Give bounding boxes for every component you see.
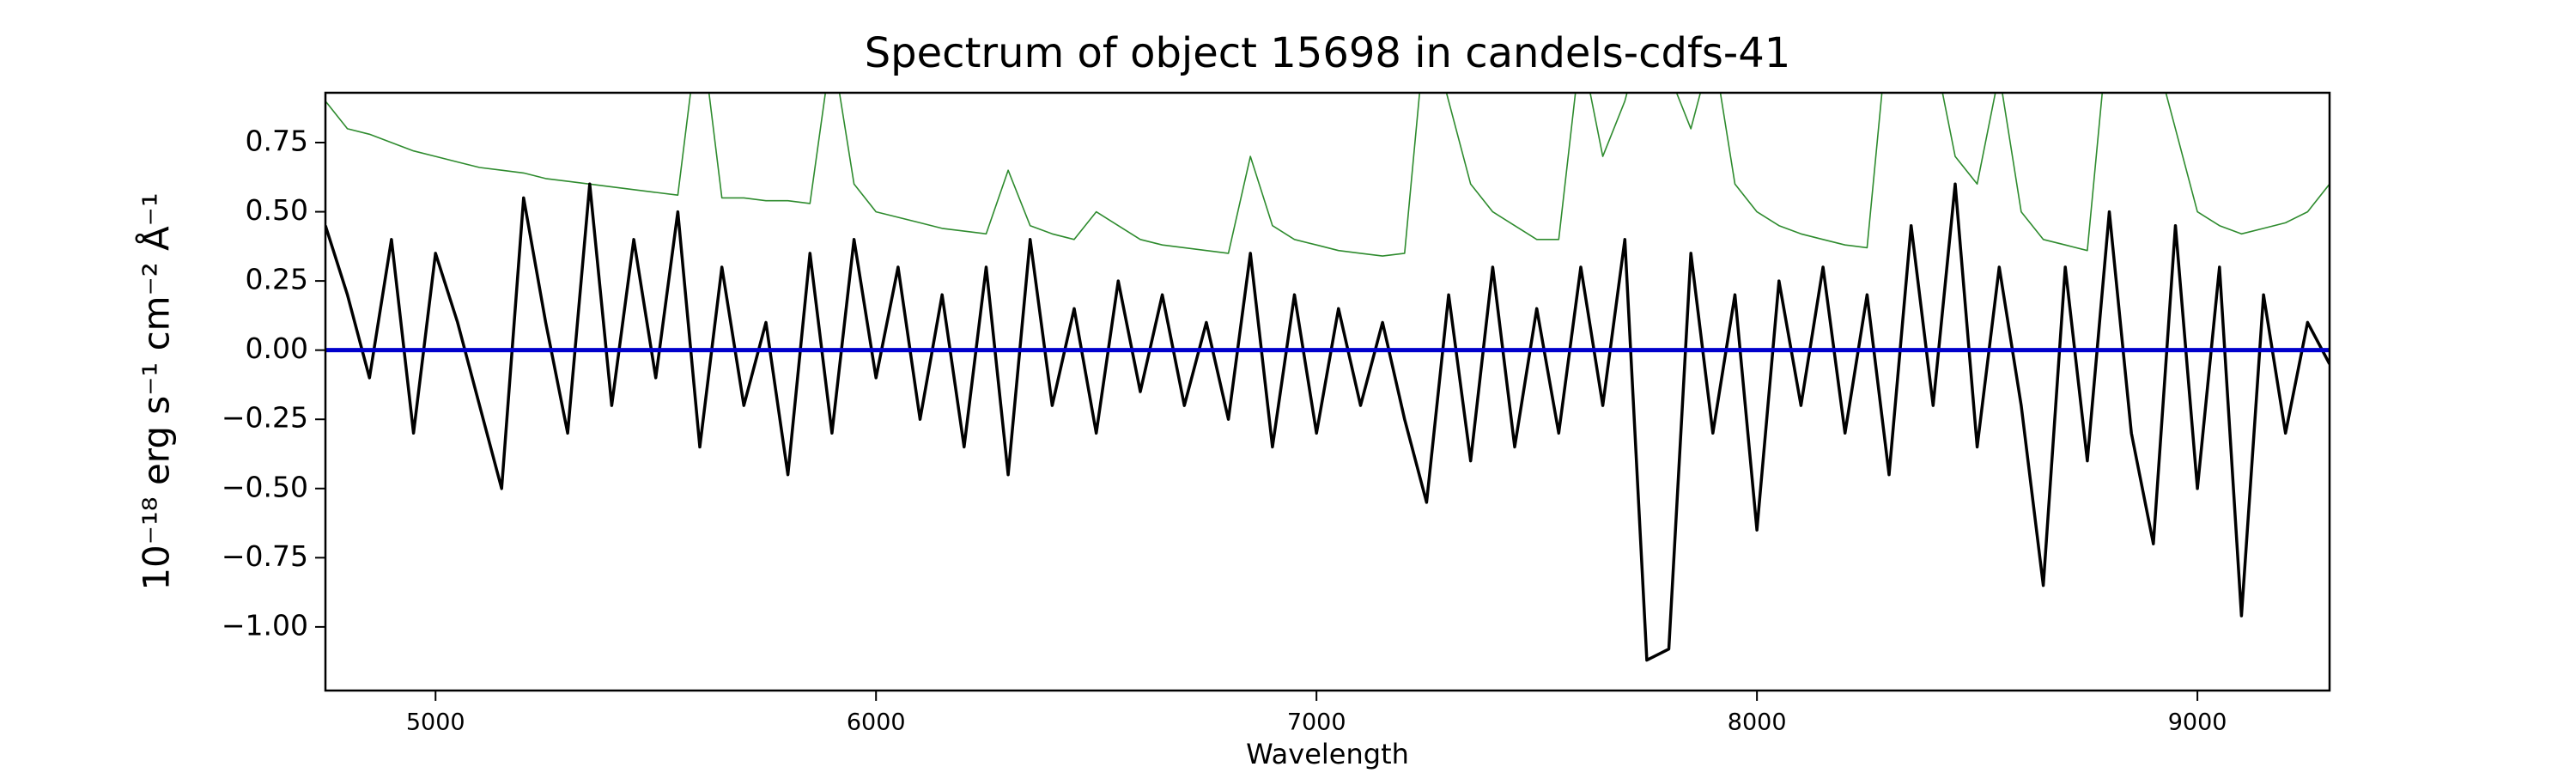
x-tick-label: 5000 (406, 709, 465, 736)
y-tick-label: −0.75 (222, 539, 308, 573)
y-tick-label: 0.25 (246, 263, 308, 296)
spectrum-line (325, 93, 2330, 257)
plot-area (325, 93, 2330, 662)
y-tick-label: −1.00 (222, 608, 308, 642)
x-tick-label: 8000 (1728, 709, 1787, 736)
y-tick-label: 0.00 (246, 332, 308, 365)
y-tick-label: 0.50 (246, 193, 308, 227)
y-tick-label: 0.75 (246, 125, 308, 158)
x-tick-label: 6000 (847, 709, 906, 736)
y-tick-label: −0.50 (222, 470, 308, 503)
x-axis-label: Wavelength (1246, 738, 1409, 770)
chart-title: Spectrum of object 15698 in candels-cdfs… (865, 29, 1791, 77)
x-tick-label: 7000 (1287, 709, 1346, 736)
x-tick-label: 9000 (2168, 709, 2227, 736)
y-axis-label: 10⁻¹⁸ erg s⁻¹ cm⁻² Å⁻¹ (135, 192, 178, 590)
axes-frame (324, 91, 2331, 692)
spectrum-line (325, 182, 2330, 662)
y-tick-label: −0.25 (222, 401, 308, 435)
